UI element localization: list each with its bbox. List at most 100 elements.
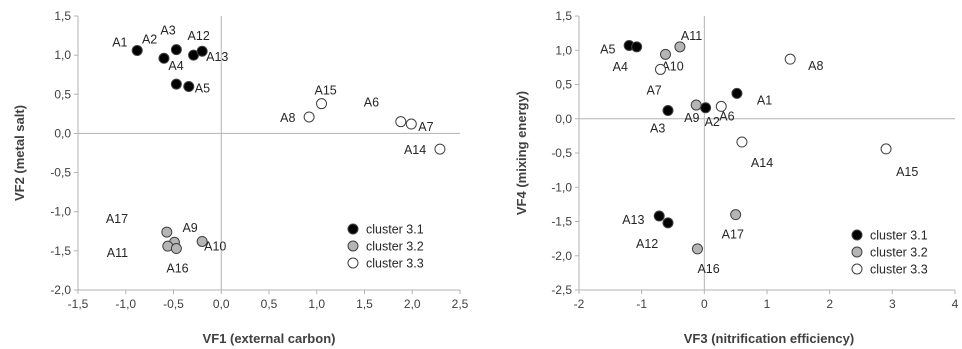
data-label-a13: A13 [622, 213, 644, 227]
data-point-a2 [700, 102, 712, 114]
x-tick-label: 1 [764, 297, 771, 311]
data-label-a6: A6 [364, 96, 379, 110]
data-point-a12 [662, 217, 674, 229]
y-tick-label: -0,5 [551, 146, 572, 160]
data-point-a14 [736, 136, 748, 148]
data-point-a10 [659, 48, 671, 60]
data-point-a7 [654, 63, 666, 75]
data-label-a11: A11 [681, 29, 702, 43]
data-point-a15 [880, 143, 892, 155]
y-tick-label: -2,0 [551, 249, 572, 263]
data-label-a1: A1 [757, 93, 772, 107]
data-label-a2: A2 [705, 115, 720, 129]
data-label-a14: A14 [404, 143, 426, 157]
data-point-a16 [170, 243, 182, 255]
data-label-a5: A5 [600, 42, 615, 56]
data-label-a13: A13 [206, 50, 228, 64]
y-tick-label: -0,5 [50, 166, 71, 180]
series-cluster-3-3: A15 A8 A6 A7 A14 [280, 84, 446, 157]
data-label-a12: A12 [188, 29, 210, 43]
series-cluster-3-3: A7 A6 A8 A14 A15 [646, 53, 918, 179]
data-point-a1 [731, 87, 743, 99]
y-tick-label: -1,5 [551, 215, 572, 229]
x-tick-label: 1,5 [356, 297, 373, 311]
data-point-a17 [730, 209, 742, 221]
data-point-a8 [784, 53, 796, 65]
x-tick-label: 4 [952, 297, 959, 311]
x-tick-label: 2 [826, 297, 833, 311]
data-label-a7: A7 [418, 120, 433, 134]
legend-label: cluster 3.1 [366, 223, 424, 237]
data-label-a16: A16 [166, 262, 188, 276]
data-point-a4 [631, 41, 643, 53]
y-axis-title: VF4 (mixing energy) [514, 91, 529, 215]
data-point-a5 [183, 80, 195, 92]
legend-marker [851, 263, 863, 275]
legend-marker [851, 229, 863, 241]
y-tick-label: 0,0 [54, 126, 71, 140]
legend-marker [347, 240, 359, 252]
x-tick-label: 3 [889, 297, 896, 311]
data-point-a11 [674, 41, 686, 53]
y-tick-label: 1,0 [555, 43, 572, 57]
y-tick-label: 1,0 [54, 48, 71, 62]
data-point-a4 [170, 78, 182, 90]
data-label-a15: A15 [315, 84, 337, 98]
data-label-a17: A17 [106, 212, 128, 226]
legend-label: cluster 3.3 [870, 263, 928, 277]
data-point-a10 [196, 235, 208, 247]
y-tick-label: 0,5 [54, 87, 71, 101]
x-tick-label: -1,0 [115, 297, 136, 311]
data-label-a10: A10 [204, 239, 226, 253]
legend-label: cluster 3.1 [870, 229, 928, 243]
x-tick-label: 0,5 [261, 297, 278, 311]
y-tick-label: 0,5 [555, 78, 572, 92]
data-point-a6 [715, 100, 727, 112]
x-axis-title: VF3 (nitrification efficiency) [684, 331, 854, 346]
data-label-a9: A9 [684, 111, 699, 125]
x-tick-label: 2,5 [452, 297, 469, 311]
x-tick-label: 0,0 [213, 297, 230, 311]
chart-1: -1,5 -1,0 -0,5 0,0 0,5 1,0 1,5 2,0 2,5 1,5 1,0 0,5 0… [12, 9, 469, 346]
legend-marker [347, 223, 359, 235]
x-tick-label: -2 [574, 297, 585, 311]
data-point-a13 [196, 45, 208, 57]
data-label-a12: A12 [636, 237, 658, 251]
data-point-a1 [131, 44, 143, 56]
legend-label: cluster 3.2 [870, 246, 928, 260]
y-tick-label: 0,0 [555, 112, 572, 126]
data-point-a13 [653, 210, 665, 222]
data-label-a9: A9 [182, 221, 197, 235]
x-tick-label: -1,5 [68, 297, 89, 311]
data-label-a5: A5 [195, 81, 210, 95]
data-point-a6 [395, 116, 407, 128]
x-tick-label: 2,0 [404, 297, 421, 311]
y-tick-label: 1,5 [555, 9, 572, 23]
data-label-a3: A3 [650, 122, 665, 136]
x-axis-title: VF1 (external carbon) [203, 331, 336, 346]
data-point-a8 [303, 111, 315, 123]
data-label-a11: A11 [107, 246, 128, 260]
y-tick-label: 1,5 [54, 9, 71, 23]
data-label-a4: A4 [613, 60, 628, 74]
data-label-a16: A16 [697, 262, 719, 276]
data-point-a9 [690, 99, 702, 111]
y-tick-label: -2,5 [551, 283, 572, 297]
series-cluster-3-2: A11 A10 A9 A17 A16 [659, 29, 744, 276]
y-tick-label: -2,0 [50, 283, 71, 297]
data-point-a2 [158, 52, 170, 64]
legend-marker [347, 257, 359, 269]
y-tick-label: -1,0 [50, 205, 71, 219]
x-tick-label: -1 [636, 297, 647, 311]
x-tick-label: 1,0 [308, 297, 325, 311]
data-label-a8: A8 [280, 111, 295, 125]
chart-2: -2 -1 0 1 2 3 4 1,5 1,0 0,5 0,0 -0,5 -1,0 -1,5 -2,0 -2,… [514, 9, 959, 346]
x-tick-label: -0,5 [163, 297, 184, 311]
legend: cluster 3.1 cluster 3.2 cluster 3.3 [347, 223, 424, 271]
legend: cluster 3.1 cluster 3.2 cluster 3.3 [851, 229, 928, 277]
data-label-a2: A2 [142, 32, 157, 46]
data-label-a7: A7 [646, 83, 661, 97]
data-point-a14 [434, 143, 446, 155]
